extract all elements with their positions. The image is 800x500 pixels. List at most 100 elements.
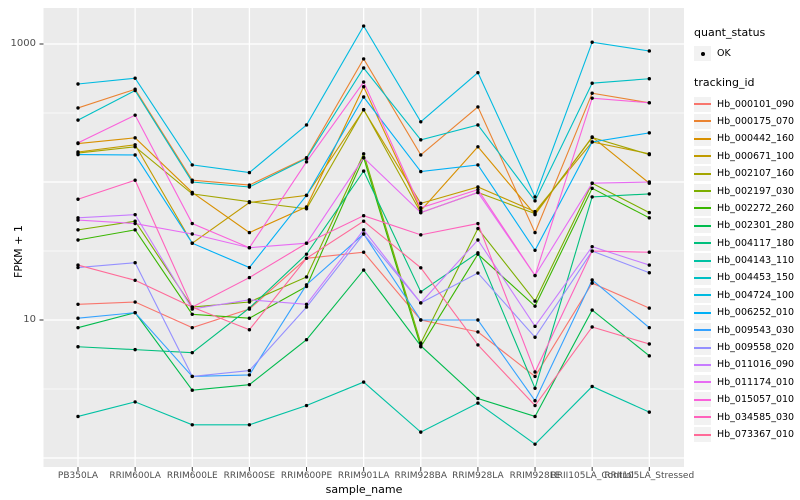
legend-item-label: Hb_011016_090 bbox=[717, 359, 795, 371]
data-point bbox=[419, 318, 423, 322]
legend-key bbox=[694, 253, 711, 269]
legend-item-label: Hb_073367_010 bbox=[717, 429, 795, 440]
data-point bbox=[590, 140, 594, 144]
legend-item-label: Hb_004453_150 bbox=[717, 272, 795, 284]
data-point bbox=[76, 263, 80, 267]
data-point bbox=[304, 156, 309, 161]
line-swatch-icon bbox=[694, 276, 711, 279]
y-axis-title: FPKM + 1 bbox=[12, 225, 25, 278]
line-swatch-icon bbox=[694, 242, 711, 245]
data-point bbox=[590, 91, 594, 95]
data-point bbox=[590, 308, 594, 312]
data-point bbox=[133, 136, 137, 140]
data-point bbox=[647, 180, 651, 184]
legend-key bbox=[694, 305, 711, 321]
data-point bbox=[304, 252, 309, 256]
data-point bbox=[647, 250, 651, 254]
legend-item: Hb_002272_260 bbox=[694, 200, 800, 217]
legend-item: Hb_000101_090 bbox=[694, 95, 800, 112]
legend-item-label: OK bbox=[717, 48, 731, 60]
data-point bbox=[247, 199, 252, 204]
legend-key bbox=[694, 166, 711, 182]
data-point bbox=[419, 341, 423, 345]
legend-item-label: Hb_006252_010 bbox=[717, 307, 795, 319]
data-point bbox=[304, 207, 309, 211]
data-point bbox=[590, 281, 594, 285]
data-point bbox=[361, 155, 366, 160]
data-point bbox=[190, 325, 194, 330]
data-point bbox=[476, 251, 480, 255]
data-point bbox=[419, 233, 423, 237]
legend-item: Hb_004453_150 bbox=[694, 269, 800, 286]
data-point bbox=[361, 66, 366, 70]
legend-item: Hb_002107_160 bbox=[694, 165, 800, 182]
data-point bbox=[533, 370, 537, 374]
data-point bbox=[133, 347, 137, 352]
data-point bbox=[533, 414, 537, 419]
data-point bbox=[133, 145, 137, 149]
legend-key bbox=[694, 409, 711, 425]
data-point bbox=[133, 310, 137, 315]
x-tick-label: RRII105LA_Control bbox=[550, 471, 634, 481]
data-point bbox=[647, 410, 651, 414]
legend-key bbox=[694, 374, 711, 390]
data-point bbox=[590, 278, 594, 282]
legend-item-label: Hb_009558_020 bbox=[717, 342, 795, 354]
data-point bbox=[590, 135, 594, 140]
line-swatch-icon bbox=[694, 329, 711, 332]
data-point bbox=[304, 193, 309, 198]
legend-tracking-id: tracking_id Hb_000101_090 Hb_000175_070 Hb… bbox=[694, 76, 800, 443]
legend-key bbox=[694, 113, 711, 129]
line-swatch-icon bbox=[694, 103, 711, 106]
data-point bbox=[590, 181, 594, 185]
data-point bbox=[76, 265, 80, 270]
data-point bbox=[533, 403, 537, 408]
data-point bbox=[361, 152, 366, 156]
legend-item: Hb_004143_110 bbox=[694, 252, 800, 269]
data-point bbox=[190, 180, 194, 184]
legend-item-label: Hb_000671_100 bbox=[717, 150, 795, 162]
data-point bbox=[647, 152, 651, 157]
line-swatch-icon bbox=[694, 120, 711, 123]
x-tick-label: PB350LA bbox=[57, 471, 99, 481]
data-point bbox=[647, 325, 651, 330]
legend-item-label: Hb_034585_030 bbox=[717, 411, 795, 423]
line-swatch-icon bbox=[694, 155, 711, 158]
line-swatch-icon bbox=[694, 311, 711, 314]
data-point bbox=[361, 85, 366, 89]
legend-title-quant-status: quant_status bbox=[694, 26, 766, 39]
data-point bbox=[361, 57, 366, 61]
legend-item: Hb_015057_010 bbox=[694, 391, 800, 408]
x-tick-label: RRIM901LA bbox=[337, 471, 390, 481]
line-swatch-icon bbox=[694, 398, 711, 401]
legend-item: Hb_006252_010 bbox=[694, 304, 800, 321]
data-point bbox=[647, 263, 651, 267]
data-point bbox=[133, 212, 137, 217]
data-point bbox=[304, 123, 309, 127]
data-point bbox=[476, 271, 480, 275]
data-point bbox=[304, 403, 309, 408]
data-point bbox=[190, 221, 194, 226]
data-point bbox=[304, 337, 309, 342]
data-point bbox=[247, 230, 252, 235]
data-point bbox=[76, 197, 80, 201]
line-swatch-icon bbox=[694, 381, 711, 384]
data-point bbox=[533, 324, 537, 329]
x-tick-label: RRIM928LA bbox=[452, 471, 504, 481]
legend-key bbox=[694, 218, 711, 234]
data-point bbox=[76, 152, 80, 157]
data-point bbox=[533, 230, 537, 235]
data-point bbox=[647, 210, 651, 215]
data-point bbox=[533, 211, 537, 216]
legend-key bbox=[694, 427, 711, 442]
data-point bbox=[361, 250, 366, 254]
data-point bbox=[190, 305, 194, 309]
data-point bbox=[133, 278, 137, 282]
data-point bbox=[476, 163, 480, 167]
data-point bbox=[247, 306, 252, 310]
data-point bbox=[361, 268, 366, 272]
x-tick-label: RRII105LA_Stressed bbox=[604, 471, 695, 481]
data-point bbox=[590, 40, 594, 44]
data-point bbox=[304, 275, 309, 279]
data-point bbox=[590, 244, 594, 249]
